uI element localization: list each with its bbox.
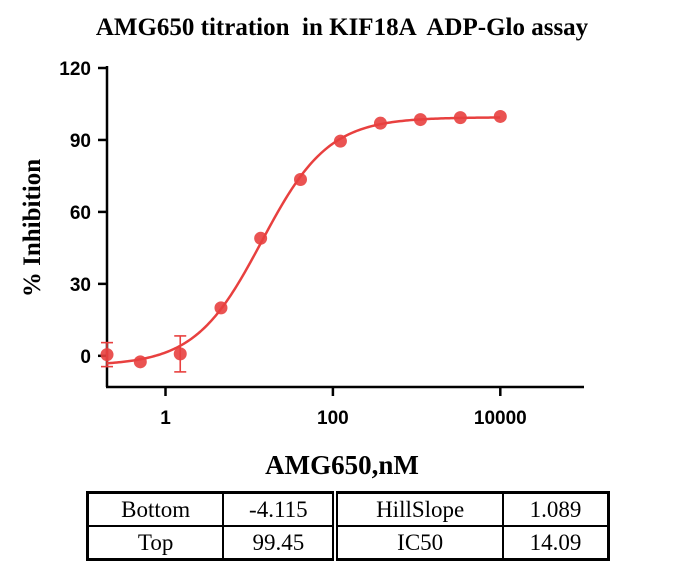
table-cell: HillSlope [332, 491, 504, 527]
data-point [333, 134, 347, 148]
table-cell: Bottom [86, 491, 225, 527]
y-tick-label: 0 [80, 347, 91, 368]
data-point [173, 347, 187, 361]
y-tick-label: 90 [70, 131, 91, 152]
data-point [413, 113, 427, 127]
data-point [214, 301, 228, 315]
table-cell: -4.115 [222, 491, 337, 527]
data-point [133, 355, 147, 369]
data-point [100, 348, 114, 362]
x-axis-label: AMG650,nM [265, 450, 419, 480]
table-row: Top 99.45 IC50 14.09 [86, 525, 610, 561]
y-tick-label: 30 [70, 275, 91, 296]
data-point [254, 231, 268, 245]
table-cell: Top [86, 525, 225, 561]
data-point [493, 109, 507, 123]
chart-plot: 0 30 60 90 120 1 100 10000 % Inhibition [19, 59, 584, 429]
axes: 0 30 60 90 120 1 100 10000 [59, 59, 584, 429]
table-cell: 99.45 [222, 525, 337, 561]
fit-curve-group [106, 116, 501, 365]
table-cell: 14.09 [501, 525, 610, 561]
y-tick-label: 120 [59, 59, 91, 80]
y-axis-label: % Inhibition [19, 159, 46, 297]
x-tick-label: 100 [317, 408, 349, 429]
data-point [373, 116, 387, 130]
data-points-group [100, 109, 507, 369]
data-point [453, 111, 467, 125]
chart-title: AMG650 titration in KIF18A ADP-Glo assay [95, 14, 589, 41]
fit-curve [106, 116, 501, 365]
x-tick-label: 1 [160, 408, 171, 429]
y-tick-label: 60 [70, 203, 91, 224]
data-point [293, 173, 307, 187]
x-tick-label: 10000 [474, 408, 527, 429]
table-row: Bottom -4.115 HillSlope 1.089 [86, 491, 610, 527]
table-cell: 1.089 [501, 491, 610, 527]
table-cell: IC50 [332, 525, 504, 561]
fit-parameters-table: Bottom -4.115 HillSlope 1.089 Top 99.45 … [86, 491, 610, 561]
